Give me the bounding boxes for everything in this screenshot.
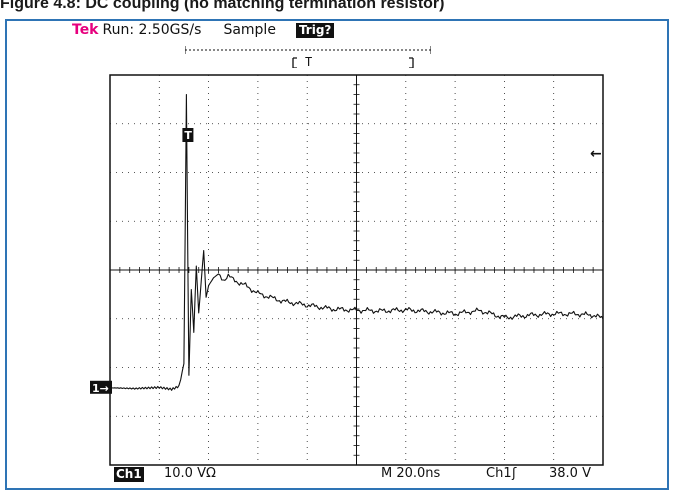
scope-status-bar: Tek Run: 2.50GS/s Sample Trig?	[72, 22, 335, 40]
trigger-position-window: T	[185, 46, 431, 68]
ch1-waveform-trace	[110, 93, 604, 391]
brand-label: Tek	[72, 22, 99, 38]
scope-readout-bar: Ch1 10.0 VΩ M 20.0ns Ch1 ʃ 38.0 V	[114, 466, 604, 484]
trigger-time-marker	[182, 128, 194, 142]
ch1-ground-marker-label: 1→	[92, 382, 109, 395]
trigger-slope-icon: ʃ	[512, 466, 517, 481]
figure-title: Figure 4.8: DC coupling (no matching ter…	[0, 0, 445, 12]
trigger-status-badge: Trig?	[295, 23, 335, 38]
channel-badge: Ch1	[114, 467, 144, 482]
trigger-window-label: T	[305, 55, 312, 68]
volts-per-div: 10.0 VΩ	[164, 466, 216, 481]
trigger-source: Ch1	[486, 466, 512, 481]
acquisition-mode: Sample	[223, 22, 276, 38]
run-status: Run: 2.50GS/s	[102, 22, 202, 38]
ch1-ground-marker	[90, 380, 112, 394]
window-bracket-right	[409, 57, 414, 68]
window-bracket-left	[292, 57, 297, 68]
timebase-readout: M 20.0ns	[381, 466, 441, 481]
trigger-time-marker-label: T	[184, 129, 192, 142]
trigger-level-arrow: ←	[590, 146, 602, 162]
trigger-level-readout: 38.0 V	[549, 466, 591, 481]
